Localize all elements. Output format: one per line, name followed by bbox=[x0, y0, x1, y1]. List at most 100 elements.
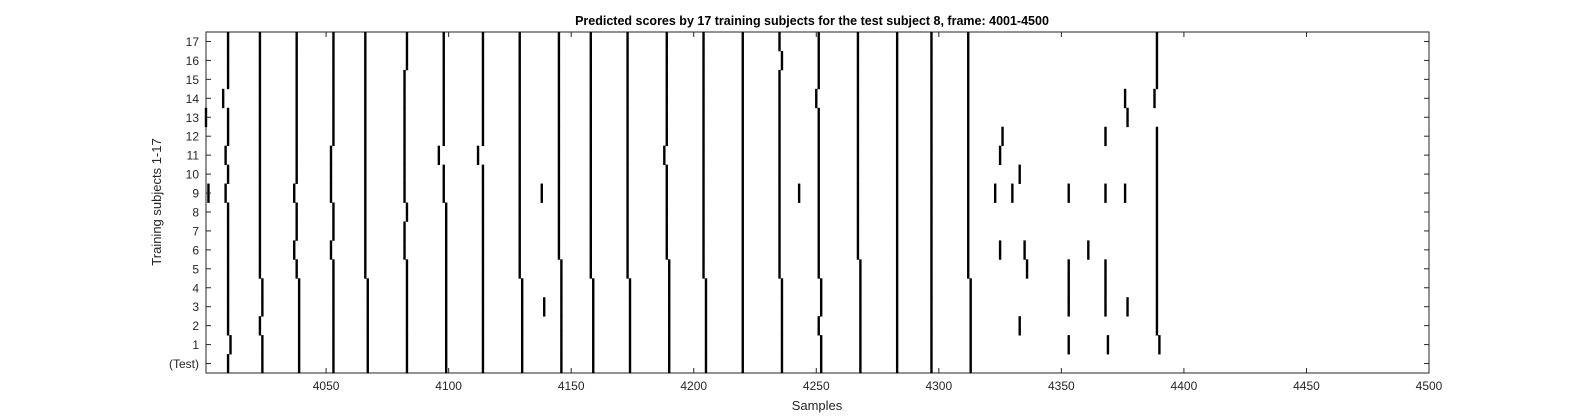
event-mark bbox=[295, 164, 298, 184]
event-mark bbox=[405, 202, 409, 222]
event-mark bbox=[540, 183, 543, 203]
event-mark bbox=[481, 126, 485, 147]
event-mark bbox=[481, 240, 485, 260]
event-mark bbox=[258, 183, 262, 203]
event-mark bbox=[626, 145, 629, 166]
event-mark bbox=[819, 278, 823, 298]
event-mark bbox=[332, 107, 335, 128]
event-mark bbox=[1025, 259, 1029, 279]
event-mark bbox=[1155, 316, 1159, 336]
event-mark bbox=[444, 354, 448, 374]
event-mark bbox=[895, 316, 899, 336]
x-tick-label: 4400 bbox=[1171, 379, 1198, 393]
event-mark bbox=[226, 32, 230, 52]
event-mark bbox=[778, 164, 781, 184]
event-mark bbox=[442, 164, 445, 184]
y-tick-label: 16 bbox=[186, 54, 200, 68]
event-mark bbox=[778, 32, 781, 52]
x-tick-label: 4150 bbox=[558, 379, 585, 393]
event-mark bbox=[481, 183, 485, 203]
event-mark bbox=[261, 335, 264, 355]
event-mark bbox=[293, 183, 296, 203]
event-mark bbox=[481, 164, 485, 184]
event-mark bbox=[895, 335, 899, 355]
event-mark bbox=[589, 183, 592, 203]
event-mark bbox=[895, 126, 899, 147]
x-tick-label: 4500 bbox=[1416, 379, 1443, 393]
y-tick-label: 17 bbox=[186, 35, 200, 49]
event-mark bbox=[589, 50, 592, 71]
event-mark bbox=[702, 240, 705, 260]
event-mark bbox=[557, 164, 561, 184]
y-tick-label: 12 bbox=[186, 130, 200, 144]
event-mark bbox=[895, 145, 899, 166]
event-mark bbox=[741, 202, 744, 222]
event-mark bbox=[702, 50, 705, 71]
event-mark bbox=[780, 297, 784, 317]
y-axis-label: Training subjects 1-17 bbox=[149, 138, 164, 265]
event-mark bbox=[557, 202, 561, 222]
event-mark bbox=[297, 297, 301, 317]
event-mark bbox=[442, 107, 445, 128]
event-mark bbox=[295, 107, 298, 128]
event-mark bbox=[405, 259, 409, 279]
event-mark bbox=[967, 107, 970, 128]
event-mark bbox=[663, 145, 666, 166]
event-mark bbox=[668, 259, 671, 279]
event-mark bbox=[626, 69, 629, 90]
event-mark bbox=[930, 32, 933, 52]
event-mark bbox=[332, 32, 335, 52]
event-mark bbox=[856, 240, 860, 260]
event-mark bbox=[895, 297, 899, 317]
event-mark bbox=[626, 202, 629, 222]
event-mark bbox=[520, 316, 524, 336]
event-mark bbox=[1155, 183, 1159, 203]
event-mark bbox=[332, 259, 335, 279]
event-mark bbox=[481, 354, 485, 374]
event-mark bbox=[895, 278, 899, 298]
event-mark bbox=[1123, 183, 1127, 203]
event-mark bbox=[967, 259, 970, 279]
event-mark bbox=[560, 278, 563, 298]
event-mark bbox=[626, 164, 629, 184]
event-mark bbox=[969, 278, 972, 298]
event-mark bbox=[780, 335, 784, 355]
event-mark bbox=[589, 145, 592, 166]
event-mark bbox=[1155, 32, 1159, 52]
event-mark bbox=[557, 183, 561, 203]
event-mark bbox=[704, 316, 708, 336]
event-mark bbox=[704, 354, 708, 374]
event-mark bbox=[261, 278, 264, 298]
event-mark bbox=[557, 145, 561, 166]
event-mark bbox=[628, 335, 632, 355]
y-tick-label: 6 bbox=[192, 243, 199, 257]
event-mark bbox=[856, 69, 860, 90]
y-tick-label: 14 bbox=[186, 92, 200, 106]
event-mark bbox=[668, 316, 671, 336]
event-mark bbox=[589, 69, 592, 90]
x-axis-label: Samples bbox=[792, 398, 843, 413]
event-mark bbox=[1104, 278, 1107, 298]
event-mark bbox=[930, 107, 933, 128]
event-mark bbox=[258, 259, 262, 279]
event-mark bbox=[366, 354, 369, 374]
event-mark bbox=[332, 354, 335, 374]
event-mark bbox=[856, 107, 860, 128]
event-mark bbox=[364, 32, 367, 52]
event-mark bbox=[295, 145, 298, 166]
event-mark bbox=[930, 183, 933, 203]
event-mark bbox=[967, 240, 970, 260]
event-mark bbox=[481, 202, 485, 222]
event-mark bbox=[481, 69, 485, 90]
event-mark bbox=[226, 259, 230, 279]
event-mark bbox=[560, 297, 563, 317]
event-mark bbox=[778, 202, 781, 222]
event-mark bbox=[557, 69, 561, 90]
event-mark bbox=[592, 354, 595, 374]
event-mark bbox=[741, 50, 744, 71]
event-mark bbox=[364, 69, 367, 90]
event-mark bbox=[557, 221, 561, 241]
event-mark bbox=[817, 32, 820, 52]
event-mark bbox=[518, 221, 521, 241]
event-mark bbox=[665, 88, 668, 109]
